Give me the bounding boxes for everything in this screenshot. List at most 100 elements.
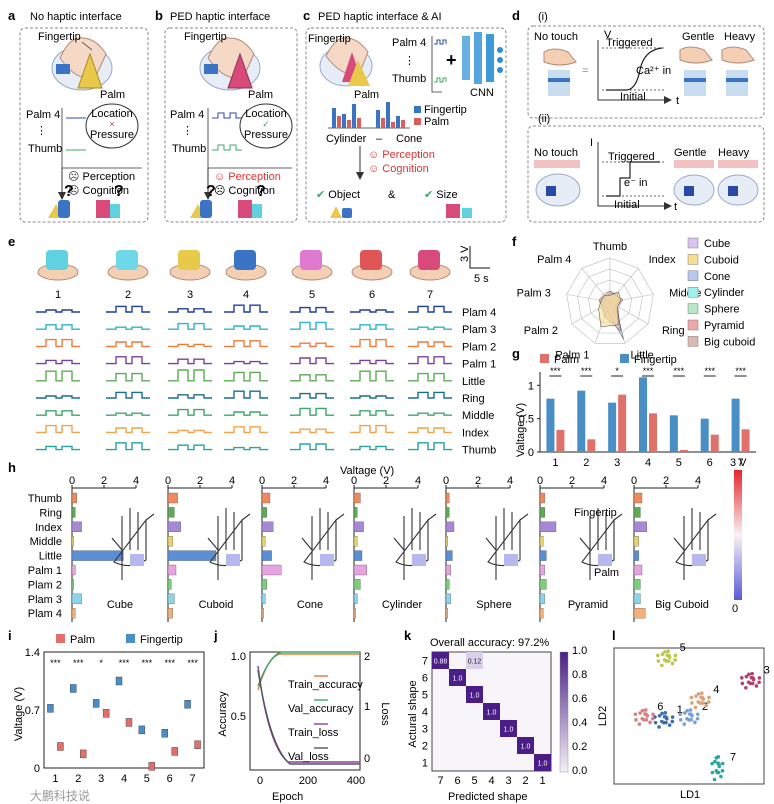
h-bar-3-8 <box>353 608 356 619</box>
trace-ch8-obj4 <box>224 446 268 451</box>
h-bar-5-8 <box>539 608 544 619</box>
glove-icon-ii <box>534 160 581 207</box>
label-dots-c: ⋮ <box>404 55 415 67</box>
i-xtick-label-5: 5 <box>144 773 150 785</box>
h-tick-label-4-2: 4 <box>507 475 513 487</box>
trace-ch7-obj4 <box>224 426 268 434</box>
i-ytick-label-0: 0 <box>34 763 40 775</box>
h-bar-2-4 <box>261 550 272 561</box>
i-sig-label-2: *** <box>73 658 84 668</box>
g-bar-fingertip-4 <box>639 377 647 452</box>
h-shape-label-3: Cylinder <box>382 599 423 611</box>
l-point-3-14 <box>744 685 748 690</box>
label-object-c: ✔ Object <box>316 189 360 201</box>
l-point-3-9 <box>740 681 745 686</box>
watermark-text: 大鹏科技说 <box>30 788 90 803</box>
l-point-4-2 <box>699 691 704 696</box>
trace-ch5-obj7 <box>408 391 452 399</box>
trace-ch1-obj2 <box>106 326 150 330</box>
g-xtick-label-3: 3 <box>614 457 620 469</box>
l-point-6-8 <box>650 716 655 721</box>
l-point-3-4 <box>739 676 744 680</box>
legend-palm-g: Palm <box>554 354 579 366</box>
h-palm-sensor-1 <box>226 554 240 566</box>
l-point-3-11 <box>750 681 755 686</box>
trace-ch5-obj6 <box>350 395 394 399</box>
label-cognition-c: ☺ Cognition <box>368 163 429 175</box>
g-ytick-label-2: 1 <box>528 380 534 392</box>
label-initial-ii: Initial <box>614 199 640 211</box>
h-bar-2-3 <box>261 536 266 547</box>
hand-glove-illustration-c <box>319 37 373 87</box>
j-y2tick-label-1: 1 <box>364 701 370 713</box>
label-perception-a: ☹ Perception <box>68 171 135 183</box>
i-sig-label-7: *** <box>187 658 198 668</box>
glove-icon-ii-2 <box>673 160 759 206</box>
i-box-fingertip-3 <box>92 699 100 708</box>
label-location-a: Location <box>91 108 133 120</box>
legend-fingertip-i: Fingertip <box>140 634 183 646</box>
panel-c-bar-illustration <box>328 102 410 129</box>
h-bar-5-5 <box>539 564 545 576</box>
j-legend-label-1: Val_accuracy <box>288 703 354 715</box>
k-cell-label-0-2: 0.12 <box>468 659 482 666</box>
l-cluster-label-1: 1 <box>677 704 683 716</box>
radar-grid-ring-4 <box>566 257 654 344</box>
channel-label-1: Plam 3 <box>462 324 496 336</box>
k-xtick-label-5: 2 <box>522 775 528 787</box>
k-xtick-label-0: 7 <box>437 775 443 787</box>
h-tick-label-2-0: 0 <box>259 475 265 487</box>
g-bar-palm-1 <box>556 430 565 452</box>
trace-ch3-obj7 <box>408 356 452 365</box>
i-box-fingertip-2 <box>70 684 77 693</box>
trace-ch0-obj7 <box>408 305 452 313</box>
i-box-palm-3 <box>102 709 110 718</box>
l-point-3-7 <box>747 672 751 677</box>
xlabel-j: Epoch <box>272 791 303 803</box>
g-sig-label-5: *** <box>674 366 685 376</box>
object-icon-3 <box>178 250 200 270</box>
g-bar-palm-6 <box>710 434 719 452</box>
label-fingertip-a: Fingertip <box>38 31 81 43</box>
y2label-j: Loss <box>379 702 391 726</box>
g-xtick-label-1: 1 <box>552 457 558 469</box>
h-bar-1-1 <box>167 507 175 518</box>
trace-ch3-obj4 <box>224 360 268 365</box>
l-point-2-11 <box>689 718 693 722</box>
l-point-3-3 <box>754 684 759 688</box>
radar-axis-label-8: Palm 4 <box>537 254 571 266</box>
label-heavy-i: Heavy <box>724 31 756 43</box>
h-bar-6-2 <box>633 521 647 532</box>
k-cell-label-3-3: 1.0 <box>487 710 497 717</box>
k-cbar-tick-4: 0.8 <box>572 669 587 681</box>
k-cell-2-2 <box>466 686 483 703</box>
label-no-touch-i: No touch <box>534 31 578 43</box>
h-tick-label-4-1: 2 <box>475 475 481 487</box>
trace-ch6-obj2 <box>106 412 150 416</box>
h-bar-1-3 <box>167 536 173 547</box>
trace-ch7-obj3 <box>168 429 212 434</box>
i-box-fingertip-6 <box>161 729 168 738</box>
channel-label-4: Little <box>462 376 485 388</box>
h-bar-0-1 <box>71 507 76 518</box>
h-bar-5-6 <box>539 579 547 590</box>
trace-ch8-obj6 <box>350 445 394 451</box>
h-palm-sensor-4 <box>504 554 518 566</box>
l-point-4-9 <box>690 701 694 705</box>
legend-label-cone: Cone <box>704 271 730 283</box>
h-bar-1-2 <box>167 521 181 532</box>
h-bar-4-3 <box>445 536 448 547</box>
trace-ch7-obj7 <box>408 427 452 434</box>
panel-g: Palm Fingertip Valtage (V) 00.511***2***… <box>515 354 756 469</box>
h-bar-4-7 <box>445 593 451 604</box>
j-xtick-label-0: 0 <box>257 775 263 787</box>
h-bar-1-5 <box>167 564 177 576</box>
h-hand-outline-4 <box>485 508 529 580</box>
trace-ch7-obj1 <box>36 424 80 434</box>
channel-label-5: Ring <box>462 393 485 405</box>
l-point-6-15 <box>643 712 647 716</box>
legend-swatch-pyramid <box>687 319 699 331</box>
h-tick-label-0-0: 0 <box>69 475 75 487</box>
l-point-7-7 <box>714 756 719 760</box>
label-t-axis-ii: t <box>674 201 677 213</box>
